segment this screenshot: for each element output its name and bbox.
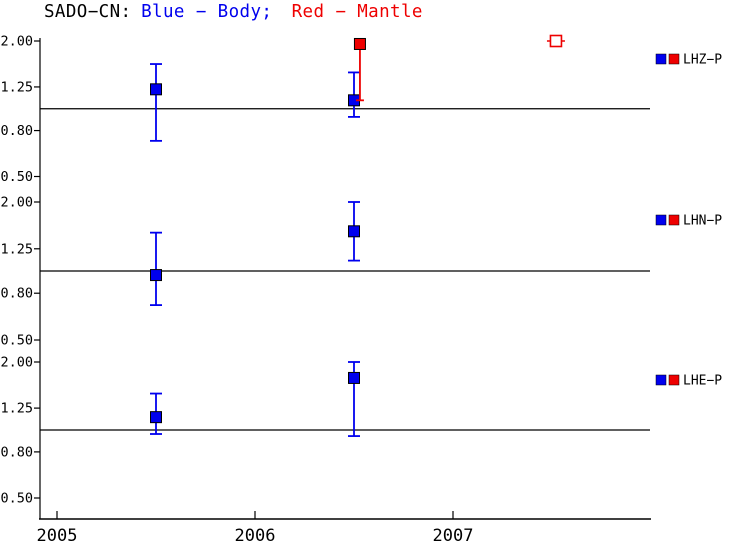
data-point-body: [150, 269, 162, 282]
legend-swatch-body: [655, 374, 667, 386]
data-point-mantle: [353, 37, 366, 50]
legend-swatch-mantle: [668, 53, 680, 65]
legend-swatch-body: [655, 53, 667, 65]
data-point-mantle-open: [549, 34, 563, 48]
y-tick-label: 2.00: [0, 355, 33, 371]
data-point-body: [348, 371, 360, 384]
x-tick-label: 2005: [37, 526, 78, 546]
y-tick-label: 1.25: [0, 241, 33, 257]
y-tick-label: 0.80: [0, 286, 33, 302]
legend-label: LHZ−P: [683, 53, 722, 68]
y-tick-label: 0.80: [0, 123, 33, 139]
title-body-legend: Blue − Body;: [141, 2, 273, 22]
x-tick-label: 2006: [235, 526, 276, 546]
title-station: SADO−CN:: [44, 2, 132, 22]
y-tick-label: 0.50: [0, 169, 33, 185]
y-tick-label: 0.50: [0, 333, 33, 349]
y-tick-label: 2.00: [0, 195, 33, 211]
data-point-body: [150, 411, 162, 424]
x-tick-label: 2007: [433, 526, 474, 546]
y-tick-label: 1.25: [0, 79, 33, 95]
legend-swatch-mantle: [668, 214, 680, 226]
y-tick-label: 2.00: [0, 34, 33, 50]
y-tick-label: 0.50: [0, 491, 33, 507]
legend-label: LHE−P: [683, 374, 722, 389]
data-point-body: [150, 83, 162, 96]
chart-title: SADO−CN: Blue − Body; Red − Mantle: [44, 2, 423, 22]
legend-swatch-body: [655, 214, 667, 226]
title-mantle-legend: Red − Mantle: [291, 2, 423, 22]
y-tick-label: 1.25: [0, 401, 33, 417]
y-tick-label: 0.80: [0, 444, 33, 460]
legend-swatch-mantle: [668, 374, 680, 386]
legend-label: LHN−P: [683, 214, 722, 229]
data-point-body: [348, 225, 360, 238]
